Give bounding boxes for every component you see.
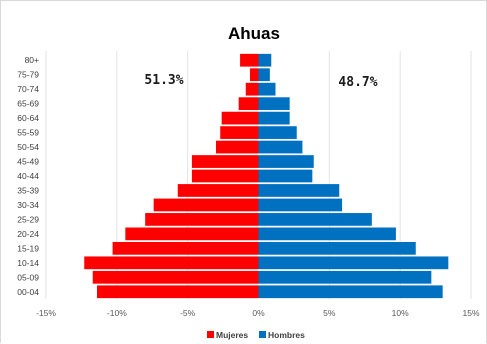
legend-label-mujeres: Mujeres <box>216 330 248 340</box>
bar-mujeres-30-34 <box>153 198 259 212</box>
y-tick-labels: 80+ 75-79 70-74 65-69 60-64 55-59 50-54 45-49 40… <box>17 55 39 297</box>
bar-hombres-35-39 <box>258 184 340 197</box>
bar-hombres-80+ <box>258 53 272 67</box>
bar-mujeres-25-29 <box>145 213 259 226</box>
y-tick-label: 20-24 <box>17 229 39 239</box>
x-tick-label: 0% <box>252 308 265 318</box>
bar-mujeres-15-19 <box>112 241 259 255</box>
x-tick-label: -10% <box>107 308 127 318</box>
bars <box>84 53 449 299</box>
bar-hombres-15-19 <box>258 241 416 255</box>
y-tick-label: 15-19 <box>17 243 39 253</box>
bar-mujeres-00-04 <box>97 285 259 299</box>
legend-label-hombres: Hombres <box>268 330 305 340</box>
bar-mujeres-05-09 <box>92 270 259 284</box>
bar-hombres-10-14 <box>258 256 449 270</box>
mujeres-percent-annotation: 51.3% <box>144 73 183 88</box>
x-tick-label: -5% <box>180 308 196 318</box>
y-tick-label: 10-14 <box>17 258 39 268</box>
y-tick-label: 60-64 <box>17 113 39 123</box>
x-tick-labels: -15% -10% -5% 0% 5% 10% 15% <box>36 308 480 318</box>
x-tick-label: 15% <box>462 308 479 318</box>
bar-hombres-60-64 <box>258 111 290 125</box>
bar-mujeres-35-39 <box>177 184 259 197</box>
bar-hombres-70-74 <box>258 82 276 96</box>
bar-hombres-75-79 <box>258 68 270 82</box>
x-tick-label: -15% <box>36 308 56 318</box>
legend-swatch-mujeres <box>207 331 214 338</box>
bar-hombres-25-29 <box>258 213 372 226</box>
bar-hombres-00-04 <box>258 285 443 299</box>
hombres-percent-annotation: 48.7% <box>338 75 377 90</box>
bar-hombres-45-49 <box>258 155 314 168</box>
y-tick-label: 70-74 <box>17 84 39 94</box>
bar-hombres-65-69 <box>258 97 290 111</box>
x-tick-label: 10% <box>392 308 409 318</box>
bar-hombres-50-54 <box>258 140 303 154</box>
bar-hombres-40-44 <box>258 169 313 183</box>
bar-mujeres-20-24 <box>125 227 259 241</box>
bar-mujeres-75-79 <box>250 68 259 82</box>
chart-title: Ahuas <box>228 24 280 43</box>
bar-mujeres-45-49 <box>191 155 259 168</box>
legend: Mujeres Hombres <box>207 330 305 340</box>
bar-mujeres-55-59 <box>220 126 259 139</box>
y-tick-label: 25-29 <box>17 214 39 224</box>
bar-mujeres-80+ <box>240 53 259 67</box>
y-tick-label: 80+ <box>25 55 39 65</box>
bar-hombres-30-34 <box>258 198 343 212</box>
bar-mujeres-50-54 <box>216 140 259 154</box>
bar-hombres-55-59 <box>258 126 297 139</box>
y-tick-label: 55-59 <box>17 128 39 138</box>
x-tick-label: 5% <box>323 308 336 318</box>
y-tick-label: 75-79 <box>17 70 39 80</box>
y-tick-label: 65-69 <box>17 99 39 109</box>
y-tick-label: 45-49 <box>17 157 39 167</box>
y-tick-label: 05-09 <box>17 272 39 282</box>
bar-mujeres-65-69 <box>238 97 259 111</box>
y-tick-label: 35-39 <box>17 185 39 195</box>
legend-swatch-hombres <box>259 331 266 338</box>
bar-mujeres-40-44 <box>191 169 259 183</box>
bar-hombres-20-24 <box>258 227 396 241</box>
bar-mujeres-70-74 <box>245 82 259 96</box>
y-tick-label: 40-44 <box>17 171 39 181</box>
y-tick-label: 50-54 <box>17 142 39 152</box>
grid-lines <box>45 51 472 299</box>
y-tick-label: 00-04 <box>17 287 39 297</box>
bar-hombres-05-09 <box>258 270 432 284</box>
bar-mujeres-60-64 <box>221 111 259 125</box>
y-tick-label: 30-34 <box>17 200 39 210</box>
bar-mujeres-10-14 <box>84 256 259 270</box>
